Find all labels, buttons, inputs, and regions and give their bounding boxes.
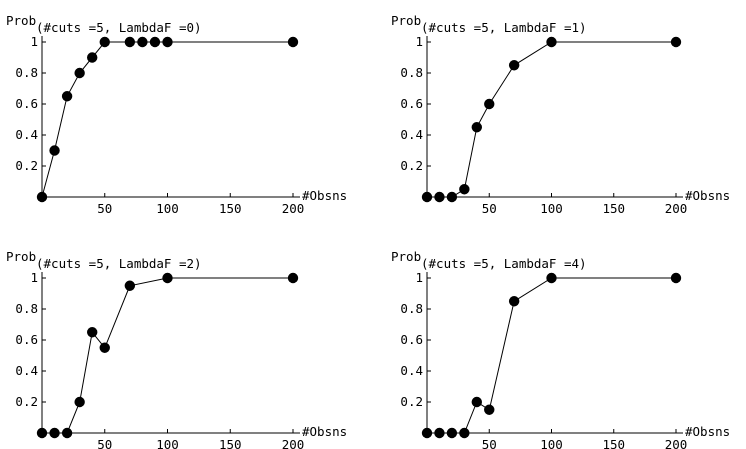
data-point bbox=[508, 60, 520, 71]
data-point bbox=[124, 36, 136, 48]
x-tick-label: 200 bbox=[665, 437, 688, 449]
data-point bbox=[61, 91, 73, 102]
y-axis-label: Prob bbox=[6, 249, 36, 264]
data-point bbox=[546, 36, 557, 48]
data-point bbox=[446, 191, 458, 203]
y-tick-label: 0.8 bbox=[15, 301, 38, 316]
y-axis-label: Prob bbox=[391, 13, 421, 28]
data-point bbox=[87, 52, 98, 63]
x-tick-label: 50 bbox=[97, 437, 112, 449]
series-line bbox=[427, 41, 676, 198]
data-point bbox=[484, 404, 495, 415]
data-point bbox=[49, 427, 60, 439]
x-tick-label: 150 bbox=[219, 201, 242, 216]
y-tick-label: 0.4 bbox=[15, 127, 38, 142]
x-tick-label: 100 bbox=[540, 201, 563, 216]
data-point bbox=[36, 427, 48, 439]
data-point bbox=[36, 191, 48, 203]
y-tick-label: 1 bbox=[415, 34, 423, 49]
x-tick-label: 150 bbox=[602, 201, 625, 216]
y-tick-label: 0.4 bbox=[400, 363, 423, 378]
y-tick-label: 0.2 bbox=[15, 394, 38, 409]
x-tick-label: 100 bbox=[156, 437, 179, 449]
data-point bbox=[99, 342, 110, 353]
series-line bbox=[42, 277, 293, 434]
x-tick-label: 50 bbox=[97, 201, 112, 216]
data-point bbox=[149, 36, 161, 48]
data-point bbox=[99, 36, 110, 48]
data-point bbox=[670, 36, 682, 48]
x-tick-label: 200 bbox=[282, 201, 305, 216]
x-tick-label: 150 bbox=[602, 437, 625, 449]
data-point bbox=[484, 98, 495, 110]
data-point bbox=[74, 67, 85, 79]
chart-title: (#cuts =5, LambdaF =0) bbox=[36, 20, 202, 35]
data-point bbox=[508, 296, 520, 307]
x-axis-label: #Obsns bbox=[302, 188, 347, 203]
data-point bbox=[421, 427, 433, 439]
data-point bbox=[61, 427, 73, 439]
y-tick-label: 1 bbox=[415, 270, 423, 285]
x-axis-label: #Obsns bbox=[685, 424, 730, 439]
x-tick-label: 100 bbox=[156, 201, 179, 216]
data-point bbox=[421, 191, 433, 203]
y-tick-label: 1 bbox=[30, 270, 38, 285]
chart-title: (#cuts =5, LambdaF =4) bbox=[421, 256, 587, 271]
data-point bbox=[287, 272, 299, 284]
data-point bbox=[459, 427, 470, 439]
y-tick-label: 0.2 bbox=[400, 158, 423, 173]
y-tick-label: 0.2 bbox=[400, 394, 423, 409]
y-tick-label: 0.8 bbox=[15, 65, 38, 80]
data-point bbox=[434, 427, 445, 439]
y-tick-label: 0.8 bbox=[400, 65, 423, 80]
chart-title: (#cuts =5, LambdaF =1) bbox=[421, 20, 587, 35]
series-line bbox=[427, 277, 676, 434]
data-point bbox=[124, 280, 136, 291]
x-tick-label: 50 bbox=[482, 437, 497, 449]
data-point bbox=[87, 327, 98, 338]
y-tick-label: 0.4 bbox=[15, 363, 38, 378]
y-axis-label: Prob bbox=[391, 249, 421, 264]
y-tick-label: 0.2 bbox=[15, 158, 38, 173]
data-point bbox=[137, 36, 148, 48]
data-point bbox=[471, 122, 482, 133]
x-tick-label: 200 bbox=[282, 437, 305, 449]
x-tick-label: 200 bbox=[665, 201, 688, 216]
series-line bbox=[41, 41, 293, 198]
data-point bbox=[459, 184, 470, 195]
y-tick-label: 0.4 bbox=[400, 127, 423, 142]
y-tick-label: 0.6 bbox=[15, 332, 38, 347]
data-point bbox=[446, 427, 458, 439]
x-axis-label: #Obsns bbox=[302, 424, 347, 439]
y-tick-label: 0.6 bbox=[400, 96, 423, 111]
x-tick-label: 150 bbox=[219, 437, 242, 449]
data-point bbox=[287, 36, 299, 48]
x-tick-label: 100 bbox=[540, 437, 563, 449]
x-tick-label: 50 bbox=[482, 201, 497, 216]
data-point bbox=[74, 396, 85, 408]
x-axis-label: #Obsns bbox=[685, 188, 730, 203]
data-point bbox=[546, 272, 557, 284]
data-point bbox=[471, 396, 482, 408]
data-point bbox=[670, 272, 682, 284]
data-point bbox=[162, 36, 173, 48]
chart-title: (#cuts =5, LambdaF =2) bbox=[36, 256, 202, 271]
y-tick-label: 0.8 bbox=[400, 301, 423, 316]
data-point bbox=[49, 145, 60, 156]
data-point bbox=[162, 272, 173, 284]
y-tick-label: 0.6 bbox=[15, 96, 38, 111]
y-tick-label: 0.6 bbox=[400, 332, 423, 347]
y-tick-label: 1 bbox=[30, 34, 38, 49]
y-axis-label: Prob bbox=[6, 13, 36, 28]
data-point bbox=[434, 191, 445, 203]
